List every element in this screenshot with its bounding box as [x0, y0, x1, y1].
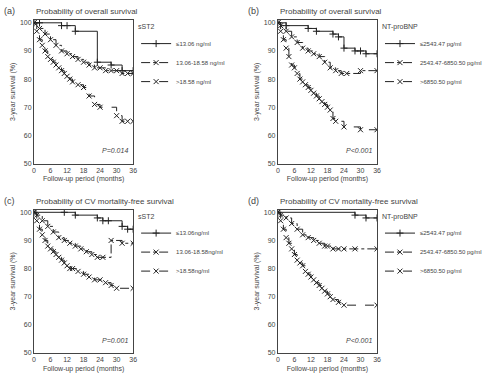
svg-text:90: 90 — [268, 47, 276, 54]
svg-text:>18.58ng/ml: >18.58ng/ml — [176, 268, 209, 274]
svg-text:80: 80 — [268, 265, 276, 272]
svg-text:24: 24 — [96, 356, 104, 363]
svg-text:50: 50 — [24, 160, 32, 167]
svg-text:50: 50 — [24, 349, 32, 356]
svg-text:6: 6 — [292, 356, 296, 363]
svg-text:NT-proBNP: NT-proBNP — [382, 213, 418, 221]
svg-text:Probability of CV mortality-fr: Probability of CV mortality-free surviva… — [280, 197, 418, 206]
svg-text:30: 30 — [357, 356, 365, 363]
svg-text:(b): (b) — [248, 6, 259, 16]
svg-text:2543.47-6850.50 pg/ml: 2543.47-6850.50 pg/ml — [420, 249, 482, 255]
svg-text:>6850.50 pg/ml: >6850.50 pg/ml — [420, 268, 462, 274]
svg-text:100: 100 — [20, 19, 32, 26]
svg-text:30: 30 — [113, 356, 121, 363]
svg-text:0: 0 — [276, 167, 280, 174]
svg-text:70: 70 — [24, 104, 32, 111]
svg-text:Probability of CV mortality-fr: Probability of CV mortality-free surviva… — [36, 197, 174, 206]
svg-text:100: 100 — [264, 209, 276, 216]
svg-text:3-year survival (%): 3-year survival (%) — [9, 63, 17, 121]
svg-text:50: 50 — [268, 160, 276, 167]
svg-text:18: 18 — [80, 356, 88, 363]
svg-text:≤2543.47 pg/ml: ≤2543.47 pg/ml — [420, 41, 461, 47]
svg-text:60: 60 — [268, 321, 276, 328]
svg-text:70: 70 — [268, 293, 276, 300]
svg-text:24: 24 — [340, 356, 348, 363]
svg-text:sST2: sST2 — [138, 213, 154, 220]
svg-text:36: 36 — [129, 356, 137, 363]
svg-text:Follow-up period (months): Follow-up period (months) — [43, 175, 124, 183]
svg-text:(d): (d) — [248, 196, 259, 206]
svg-text:0: 0 — [32, 356, 36, 363]
svg-text:>6850.50 pg/ml: >6850.50 pg/ml — [420, 79, 462, 85]
svg-text:≤13.06ng/ml: ≤13.06ng/ml — [176, 230, 209, 236]
svg-text:70: 70 — [268, 104, 276, 111]
svg-text:>18.58 ng/ml: >18.58 ng/ml — [176, 79, 211, 85]
svg-text:50: 50 — [268, 349, 276, 356]
svg-text:60: 60 — [24, 321, 32, 328]
svg-text:80: 80 — [24, 76, 32, 83]
svg-text:12: 12 — [307, 167, 315, 174]
svg-text:P<0.001: P<0.001 — [346, 337, 372, 344]
svg-text:18: 18 — [80, 167, 88, 174]
svg-text:(a): (a) — [4, 6, 15, 16]
svg-text:P<0.001: P<0.001 — [346, 147, 372, 154]
svg-text:80: 80 — [24, 265, 32, 272]
svg-text:13.06-18.58 ng/ml: 13.06-18.58 ng/ml — [176, 60, 224, 66]
svg-text:3-year survival (%): 3-year survival (%) — [253, 63, 261, 121]
svg-text:0: 0 — [32, 167, 36, 174]
svg-text:60: 60 — [24, 132, 32, 139]
svg-text:90: 90 — [24, 237, 32, 244]
svg-text:36: 36 — [129, 167, 137, 174]
svg-text:Follow-up period (months): Follow-up period (months) — [43, 365, 124, 373]
svg-text:P=0.014: P=0.014 — [102, 147, 128, 154]
svg-text:≤13.06 ng/ml: ≤13.06 ng/ml — [176, 41, 211, 47]
svg-text:Probability of overall surviva: Probability of overall survival — [36, 7, 138, 16]
svg-text:12: 12 — [307, 356, 315, 363]
svg-text:18: 18 — [324, 167, 332, 174]
svg-text:Follow-up period (months): Follow-up period (months) — [287, 365, 368, 373]
svg-text:sST2: sST2 — [138, 23, 154, 30]
svg-text:Probability of overall surviva: Probability of overall survival — [280, 7, 382, 16]
svg-text:80: 80 — [268, 76, 276, 83]
svg-text:6: 6 — [49, 167, 53, 174]
svg-text:Follow-up period (months): Follow-up period (months) — [287, 175, 368, 183]
svg-text:70: 70 — [24, 293, 32, 300]
svg-text:30: 30 — [113, 167, 121, 174]
svg-text:30: 30 — [357, 167, 365, 174]
svg-text:18: 18 — [324, 356, 332, 363]
svg-text:100: 100 — [20, 209, 32, 216]
svg-text:100: 100 — [264, 19, 276, 26]
svg-text:24: 24 — [96, 167, 104, 174]
svg-text:24: 24 — [340, 167, 348, 174]
svg-text:(c): (c) — [4, 196, 15, 206]
svg-text:3-year survival (%): 3-year survival (%) — [253, 252, 261, 310]
svg-text:6: 6 — [292, 167, 296, 174]
svg-text:12: 12 — [63, 167, 71, 174]
svg-text:36: 36 — [373, 356, 381, 363]
svg-text:60: 60 — [268, 132, 276, 139]
svg-text:≤2543.47 pg/ml: ≤2543.47 pg/ml — [420, 230, 461, 236]
svg-text:90: 90 — [24, 47, 32, 54]
svg-text:90: 90 — [268, 237, 276, 244]
svg-text:3-year survival (%): 3-year survival (%) — [9, 252, 17, 310]
svg-text:NT-proBNP: NT-proBNP — [382, 23, 418, 31]
svg-text:13.06-18.58ng/ml: 13.06-18.58ng/ml — [176, 249, 223, 255]
svg-text:P=0.001: P=0.001 — [102, 337, 128, 344]
svg-text:12: 12 — [63, 356, 71, 363]
svg-text:6: 6 — [49, 356, 53, 363]
svg-text:2543.47-6850.50 pg/ml: 2543.47-6850.50 pg/ml — [420, 60, 482, 66]
svg-text:0: 0 — [276, 356, 280, 363]
svg-text:36: 36 — [373, 167, 381, 174]
